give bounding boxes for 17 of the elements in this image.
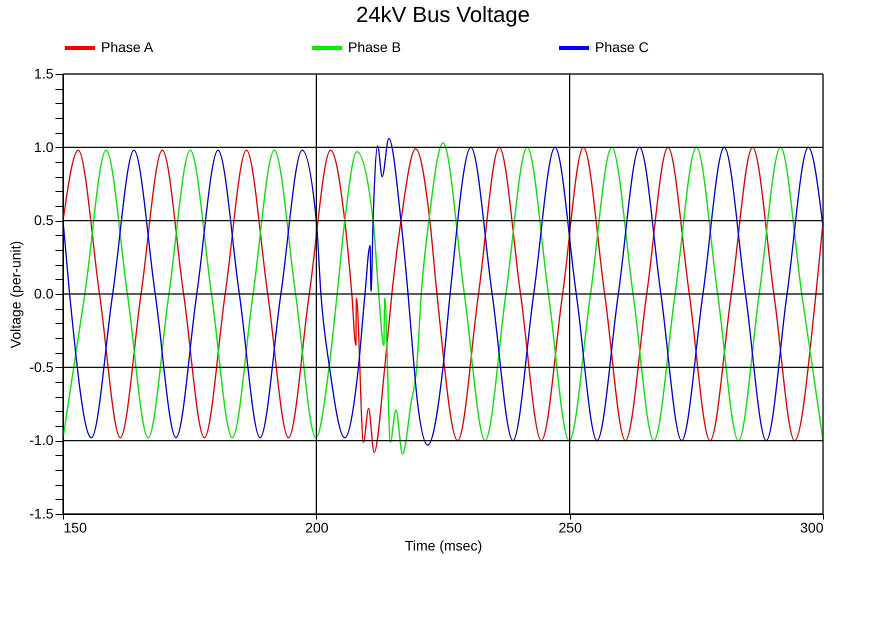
y-tick-label: 0.0 xyxy=(34,286,54,302)
y-tick-label: 1.0 xyxy=(34,138,54,155)
x-tick-label: 200 xyxy=(305,520,329,536)
y-tick-label: 0.5 xyxy=(34,212,54,228)
legend-label: Phase B xyxy=(348,39,401,55)
chart-title: 24kV Bus Voltage xyxy=(356,2,530,27)
x-tick-label: 150 xyxy=(64,520,88,536)
y-tick-label: -0.5 xyxy=(29,358,54,375)
x-tick-label: 300 xyxy=(800,520,824,536)
y-tick-label: 1.5 xyxy=(34,66,54,82)
y-axis-title: Voltage (per-unit) xyxy=(7,240,24,348)
x-axis-title: Time (msec) xyxy=(404,538,482,554)
legend-label: Phase C xyxy=(595,39,649,55)
x-tick-label: 250 xyxy=(558,520,582,536)
y-tick-label: -1.0 xyxy=(29,432,54,448)
y-tick-label: -1.5 xyxy=(29,506,54,522)
legend-label: Phase A xyxy=(101,39,154,55)
